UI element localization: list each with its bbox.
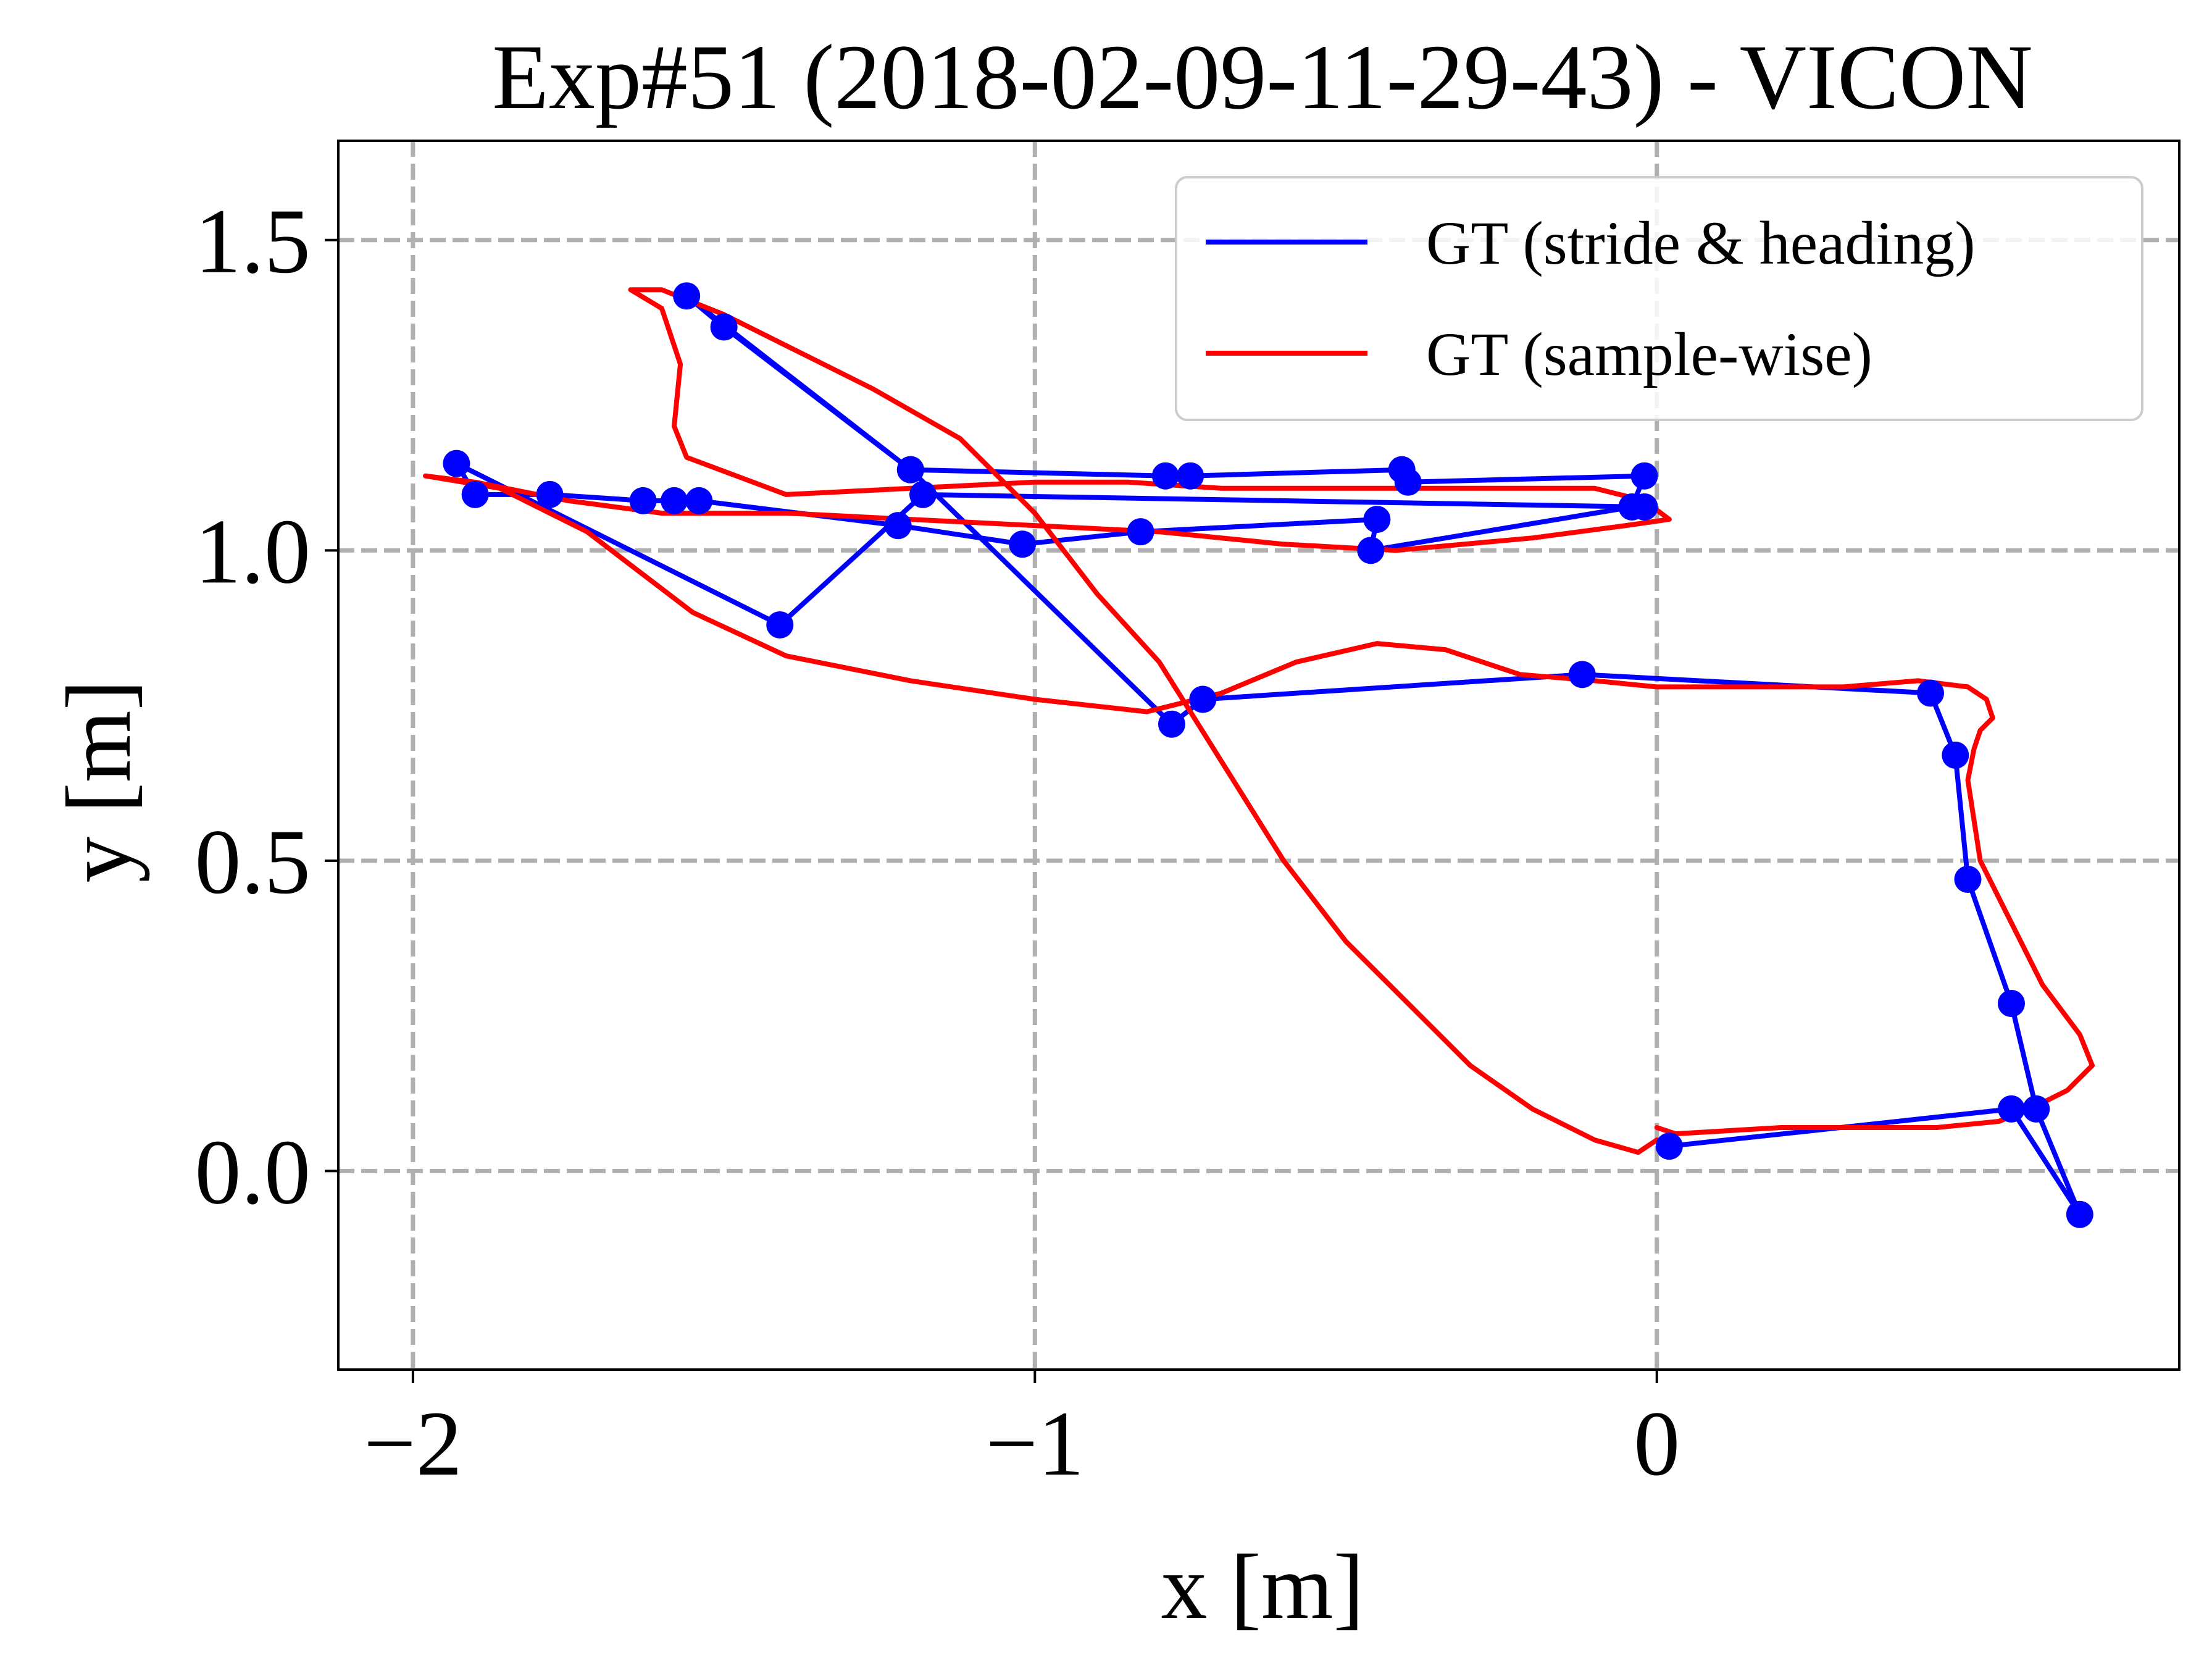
series-0-point-10 bbox=[1158, 710, 1185, 738]
series-0-point-25 bbox=[884, 512, 912, 540]
series-0-point-33 bbox=[909, 480, 937, 508]
y-tick-label-2: 1.0 bbox=[195, 500, 311, 603]
series-0-point-5 bbox=[1954, 866, 1982, 894]
series-0-point-27 bbox=[661, 487, 688, 514]
legend: GT (stride & heading) GT (sample-wise) bbox=[1175, 176, 2143, 421]
series-0-point-12 bbox=[673, 282, 701, 310]
x-tick-label-2: 0 bbox=[1634, 1392, 1680, 1495]
series-0-point-13 bbox=[710, 313, 738, 341]
series-0-point-29 bbox=[536, 480, 564, 508]
axes-border bbox=[337, 140, 2181, 1371]
x-axis-label: x [m] bbox=[1161, 1536, 1364, 1638]
legend-label-0: GT (stride & heading) bbox=[1426, 209, 1976, 277]
series-0-point-4 bbox=[1997, 990, 2025, 1018]
y-axis-label: y [m] bbox=[48, 679, 150, 882]
series-0-point-18 bbox=[1394, 468, 1422, 496]
series-0-point-9 bbox=[1189, 685, 1217, 713]
series-layer bbox=[423, 282, 2095, 1228]
series-0-point-30 bbox=[461, 480, 489, 508]
series-0-point-22 bbox=[1363, 506, 1391, 534]
series-0-point-28 bbox=[629, 487, 657, 514]
series-0-point-14 bbox=[896, 456, 924, 483]
series-0-point-19 bbox=[1630, 462, 1658, 490]
series-0-point-8 bbox=[1568, 661, 1596, 689]
series-0-point-7 bbox=[1917, 679, 1945, 707]
series-line-1 bbox=[423, 287, 2095, 1155]
series-0-point-31 bbox=[443, 450, 470, 477]
series-0-point-0 bbox=[1655, 1132, 1683, 1160]
series-0-point-2 bbox=[2066, 1200, 2093, 1228]
y-tick-label-1: 0.5 bbox=[195, 811, 311, 913]
y-tick-label-0: 0.0 bbox=[195, 1121, 311, 1223]
series-0-point-34 bbox=[1630, 493, 1658, 521]
legend-box bbox=[1175, 176, 2143, 421]
chart-title: Exp#51 (2018-02-09-11-29-43) - VICON bbox=[492, 26, 2032, 128]
x-axis-ticks: −2 −1 0 bbox=[364, 1370, 1680, 1495]
series-0-point-1 bbox=[1997, 1095, 2025, 1123]
axes-frame bbox=[337, 140, 2181, 1371]
series-0-point-24 bbox=[1009, 530, 1037, 558]
series-0-point-26 bbox=[685, 487, 713, 514]
legend-label-1: GT (sample-wise) bbox=[1426, 320, 1872, 388]
series-0-point-6 bbox=[1942, 742, 1969, 769]
series-0-point-16 bbox=[1177, 462, 1204, 490]
y-axis-ticks: 0.0 0.5 1.0 1.5 bbox=[195, 190, 338, 1223]
series-0-point-15 bbox=[1151, 462, 1179, 490]
y-tick-label-3: 1.5 bbox=[195, 190, 311, 293]
series-0-point-23 bbox=[1127, 518, 1154, 546]
series-0-point-32 bbox=[766, 611, 794, 638]
series-0-point-3 bbox=[2022, 1095, 2050, 1123]
x-tick-label-1: −1 bbox=[986, 1392, 1085, 1495]
series-0-point-21 bbox=[1357, 537, 1385, 564]
x-tick-label-0: −2 bbox=[364, 1392, 462, 1495]
